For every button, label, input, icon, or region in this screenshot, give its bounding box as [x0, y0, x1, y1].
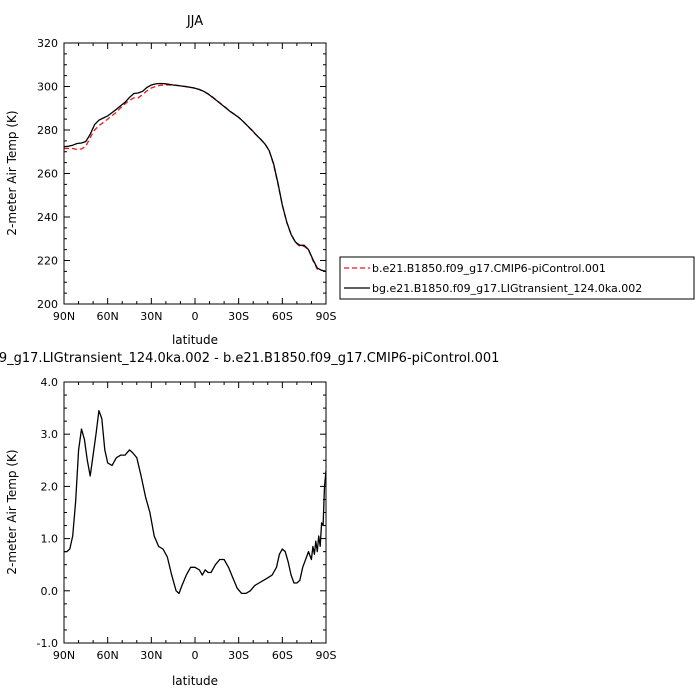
bottom-series-line-0	[64, 410, 327, 595]
bottom-plot-area	[64, 410, 327, 595]
top-plot-frame	[63, 42, 327, 305]
bottom-ylabel: 2-meter Air Temp (K)	[5, 449, 19, 574]
top-ylabel: 2-meter Air Temp (K)	[5, 110, 19, 235]
bottom-xtick-label: 0	[192, 649, 199, 662]
top-ytick-label: 320	[37, 37, 58, 50]
bottom-xtick-label: 60N	[97, 649, 119, 662]
top-plot-area	[63, 82, 327, 273]
top-xlabel: latitude	[172, 333, 218, 347]
top-ytick-label: 260	[37, 168, 58, 181]
bottom-ytick-label: 2.0	[41, 480, 59, 493]
top-ytick-label: 300	[37, 81, 58, 94]
bottom-xtick-label: 90N	[53, 649, 75, 662]
top-ytick-label: 240	[37, 211, 58, 224]
top-xtick-label: 90S	[316, 310, 337, 323]
top-series-line-0	[64, 84, 327, 273]
legend: b.e21.B1850.f09_g17.CMIP6-piControl.001 …	[339, 256, 695, 300]
top-ytick-label: 280	[37, 124, 58, 137]
bottom-panel: bg.e21.B1850.f09_g17.LIGtransient_124.0k…	[0, 351, 499, 688]
top-panel: JJA 90N 60N 30N 0 30S 60S 90S 200 220 240 260 280 30…	[5, 14, 337, 347]
top-xtick-label: 60S	[272, 310, 293, 323]
top-ytick-label: 200	[37, 298, 58, 311]
bottom-axis-ticks: 90N 60N 30N 0 30S 60S 90S -1.0 0.0 1.0 2.0 3.0 4.0	[37, 376, 337, 662]
bottom-ytick-label: -1.0	[37, 637, 58, 650]
bottom-ytick-label: 0.0	[41, 585, 59, 598]
top-ytick-label: 220	[37, 255, 58, 268]
top-axis-ticks: 90N 60N 30N 0 30S 60S 90S 200 220 240 260 280 300 320	[37, 37, 337, 323]
top-xtick-label: 60N	[97, 310, 119, 323]
top-xtick-label: 30S	[228, 310, 249, 323]
bottom-xtick-label: 30S	[228, 649, 249, 662]
top-series-line-1	[63, 82, 327, 273]
top-xtick-label: 90N	[53, 310, 75, 323]
bottom-title: bg.e21.B1850.f09_g17.LIGtransient_124.0k…	[0, 351, 499, 366]
bottom-plot-frame	[63, 381, 327, 644]
top-title: JJA	[186, 14, 203, 29]
bottom-xtick-label: 90S	[316, 649, 337, 662]
bottom-ytick-label: 1.0	[41, 533, 59, 546]
legend-box	[339, 256, 695, 300]
top-xtick-label: 30N	[140, 310, 162, 323]
legend-label-picontrol: b.e21.B1850.f09_g17.CMIP6-piControl.001	[372, 262, 606, 275]
bottom-xtick-label: 30N	[140, 649, 162, 662]
legend-label-ligtransient: bg.e21.B1850.f09_g17.LIGtransient_124.0k…	[372, 282, 642, 295]
bottom-xtick-label: 60S	[272, 649, 293, 662]
top-xtick-label: 0	[192, 310, 199, 323]
bottom-ytick-label: 3.0	[41, 428, 59, 441]
bottom-xlabel: latitude	[172, 674, 218, 688]
bottom-ytick-label: 4.0	[41, 376, 59, 389]
